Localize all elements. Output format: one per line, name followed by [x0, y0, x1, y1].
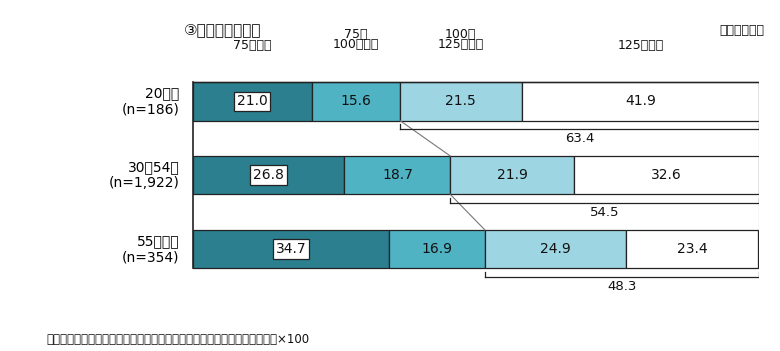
Text: 24.9: 24.9 [540, 242, 571, 256]
Bar [400, 82, 522, 120]
Text: 100％未満: 100％未満 [332, 38, 379, 51]
Bar [311, 82, 400, 120]
Bar [389, 230, 485, 269]
Text: 18.7: 18.7 [382, 168, 413, 182]
Text: 21.5: 21.5 [445, 94, 476, 108]
Text: 48.3: 48.3 [607, 280, 636, 293]
Text: 26.8: 26.8 [254, 168, 284, 182]
Bar [193, 156, 345, 194]
Bar [485, 230, 626, 269]
Bar [574, 156, 759, 194]
Text: 54.5: 54.5 [590, 206, 619, 219]
Text: 21.0: 21.0 [237, 94, 268, 108]
Text: （注）予想月商達成率＝（調査時点の月商／開業前に予想していた月商）×100: （注）予想月商達成率＝（調査時点の月商／開業前に予想していた月商）×100 [47, 333, 310, 346]
Text: ③予想月商達成率: ③予想月商達成率 [184, 22, 261, 37]
Text: 34.7: 34.7 [275, 242, 307, 256]
Bar [345, 156, 450, 194]
Bar [193, 82, 311, 120]
Text: 23.4: 23.4 [677, 242, 707, 256]
Bar [626, 230, 758, 269]
Text: 63.4: 63.4 [565, 132, 594, 145]
Text: 100～: 100～ [445, 28, 477, 41]
Text: 15.6: 15.6 [340, 94, 371, 108]
Text: 125％未満: 125％未満 [438, 38, 484, 51]
Text: 21.9: 21.9 [497, 168, 528, 182]
Text: 75～: 75～ [344, 28, 367, 41]
Text: （単位：％）: （単位：％） [720, 24, 764, 37]
Text: 75％未満: 75％未満 [233, 39, 271, 52]
Text: 41.9: 41.9 [625, 94, 656, 108]
Bar [193, 230, 389, 269]
Bar [450, 156, 574, 194]
Text: 32.6: 32.6 [651, 168, 682, 182]
Bar [522, 82, 759, 120]
Text: 16.9: 16.9 [421, 242, 452, 256]
Text: 125％以上: 125％以上 [617, 39, 664, 52]
